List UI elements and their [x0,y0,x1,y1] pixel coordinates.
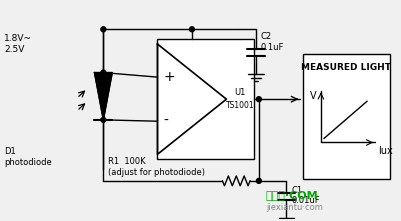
Text: 1.8V~
2.5V: 1.8V~ 2.5V [4,34,32,54]
Text: V: V [310,91,317,101]
Circle shape [190,27,194,32]
Circle shape [256,178,261,183]
Bar [158,39,254,159]
Polygon shape [95,73,112,120]
Circle shape [101,117,106,122]
Text: C2
0.1uF: C2 0.1uF [261,32,284,52]
Text: C1
0.01uF: C1 0.01uF [292,186,320,205]
Text: MEASURED LIGHT: MEASURED LIGHT [302,63,391,72]
Text: -: - [163,114,168,128]
Text: D1
photodiode: D1 photodiode [4,147,52,167]
Text: jiexiantu·com: jiexiantu·com [266,203,323,212]
Bar [303,54,390,179]
Circle shape [101,70,106,75]
Text: 接线图·COM: 接线图·COM [266,190,318,200]
Text: lux: lux [378,147,393,156]
Circle shape [101,27,106,32]
Text: TS1001: TS1001 [226,101,255,110]
Text: +: + [163,70,175,84]
Circle shape [256,97,261,102]
Text: U1: U1 [235,88,246,97]
Text: R1  100K
(adjust for photodiode): R1 100K (adjust for photodiode) [108,157,205,177]
